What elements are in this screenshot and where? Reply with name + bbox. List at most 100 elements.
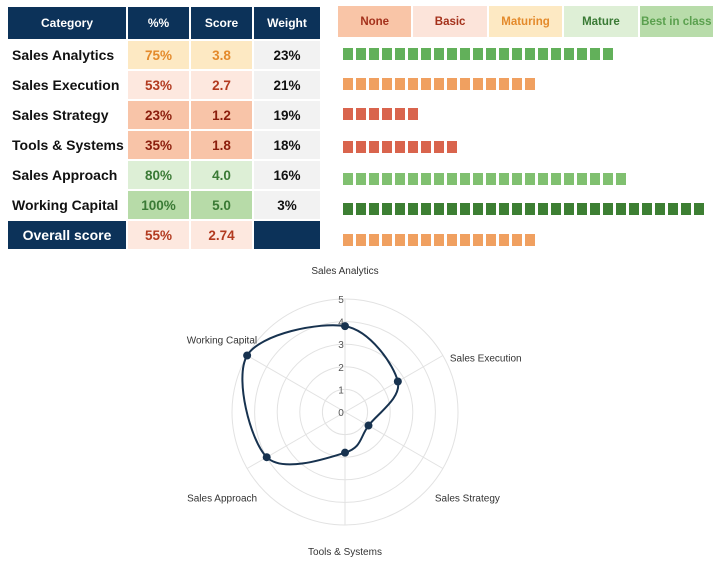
bar-square: [460, 234, 470, 246]
bar-square: [668, 203, 678, 215]
maturity-legend: None Basic Maturing Mature Best in class: [338, 6, 714, 37]
bar-square: [434, 203, 444, 215]
bar-square: [694, 203, 704, 215]
bar-square: [408, 78, 418, 90]
bar-square: [421, 48, 431, 60]
bar-square: [538, 173, 548, 185]
data-point: [262, 453, 271, 462]
bar-square: [369, 173, 379, 185]
score-cell: 5.0: [191, 191, 252, 219]
bar-square: [486, 48, 496, 60]
bar-square: [616, 173, 626, 185]
bar-square: [434, 234, 444, 246]
bar-square: [408, 48, 418, 60]
data-point: [393, 377, 402, 386]
table-header-row: Category %% Score Weight: [8, 7, 320, 39]
header-score: Score: [191, 7, 252, 39]
legend-maturing: Maturing: [488, 6, 565, 37]
maturity-bar: [343, 173, 629, 185]
bar-square: [408, 234, 418, 246]
bar-square: [486, 234, 496, 246]
bar-square: [525, 48, 535, 60]
pct-cell: 80%: [128, 161, 189, 189]
bar-square: [356, 48, 366, 60]
bar-square: [473, 78, 483, 90]
bar-square: [408, 203, 418, 215]
tick-label: 3: [338, 340, 344, 351]
bar-square: [486, 173, 496, 185]
bar-square: [343, 141, 353, 153]
legend-mature: Mature: [564, 6, 640, 37]
bar-square: [460, 78, 470, 90]
bar-square: [564, 48, 574, 60]
bar-square: [512, 48, 522, 60]
score-cell: 2.7: [191, 71, 252, 99]
bar-square: [603, 48, 613, 60]
bar-square: [395, 234, 405, 246]
pct-cell: 23%: [128, 101, 189, 129]
bar-square: [421, 173, 431, 185]
data-point: [341, 448, 349, 457]
tick-label: 5: [338, 295, 344, 306]
header-weight: Weight: [254, 7, 320, 39]
axis-label: Sales Execution: [450, 354, 522, 365]
pct-cell: 53%: [128, 71, 189, 99]
bar-square: [525, 78, 535, 90]
bar-square: [369, 203, 379, 215]
axis-label: Sales Strategy: [435, 494, 500, 505]
bar-square: [447, 48, 457, 60]
score-cell: 4.0: [191, 161, 252, 189]
axis-spoke: [344, 355, 444, 413]
overall-weight: [254, 221, 320, 249]
bar-square: [369, 108, 379, 120]
table-row: Sales Execution 53% 2.7 21%: [8, 71, 320, 99]
bar-square: [382, 203, 392, 215]
bar-square: [564, 173, 574, 185]
data-point: [364, 421, 373, 430]
bar-square: [343, 234, 353, 246]
bar-square: [551, 48, 561, 60]
overall-row: Overall score 55% 2.74: [8, 221, 320, 249]
bar-square: [395, 48, 405, 60]
bar-square: [473, 203, 483, 215]
table-row: Tools & Systems 35% 1.8 18%: [8, 131, 320, 159]
bar-square: [499, 234, 509, 246]
table-row: Sales Strategy 23% 1.2 19%: [8, 101, 320, 129]
weight-cell: 19%: [254, 101, 320, 129]
category-cell: Sales Approach: [8, 161, 126, 189]
bar-square: [369, 234, 379, 246]
bar-square: [382, 173, 392, 185]
bar-square: [434, 78, 444, 90]
bar-square: [590, 203, 600, 215]
axis-label: Sales Approach: [187, 494, 257, 505]
bar-square: [460, 48, 470, 60]
bar-square: [395, 203, 405, 215]
bar-square: [473, 173, 483, 185]
bar-square: [499, 78, 509, 90]
header-category: Category: [8, 7, 126, 39]
axis-spoke: [246, 355, 346, 413]
tick-label: 4: [338, 318, 344, 329]
bar-square: [538, 48, 548, 60]
bar-square: [590, 173, 600, 185]
bar-square: [512, 78, 522, 90]
axis-spoke: [246, 411, 346, 469]
pct-cell: 75%: [128, 41, 189, 69]
tick-label: 2: [338, 363, 344, 374]
bar-square: [603, 203, 613, 215]
bar-square: [434, 141, 444, 153]
bar-square: [421, 234, 431, 246]
axis-label: Working Capital: [187, 336, 257, 347]
pct-cell: 35%: [128, 131, 189, 159]
table-row: Sales Approach 80% 4.0 16%: [8, 161, 320, 189]
weight-cell: 21%: [254, 71, 320, 99]
bar-square: [590, 48, 600, 60]
bar-square: [629, 203, 639, 215]
maturity-bar: [343, 108, 421, 120]
bar-square: [434, 173, 444, 185]
bar-square: [551, 173, 561, 185]
bar-square: [577, 48, 587, 60]
bar-square: [382, 108, 392, 120]
bar-square: [356, 108, 366, 120]
bar-square: [343, 108, 353, 120]
